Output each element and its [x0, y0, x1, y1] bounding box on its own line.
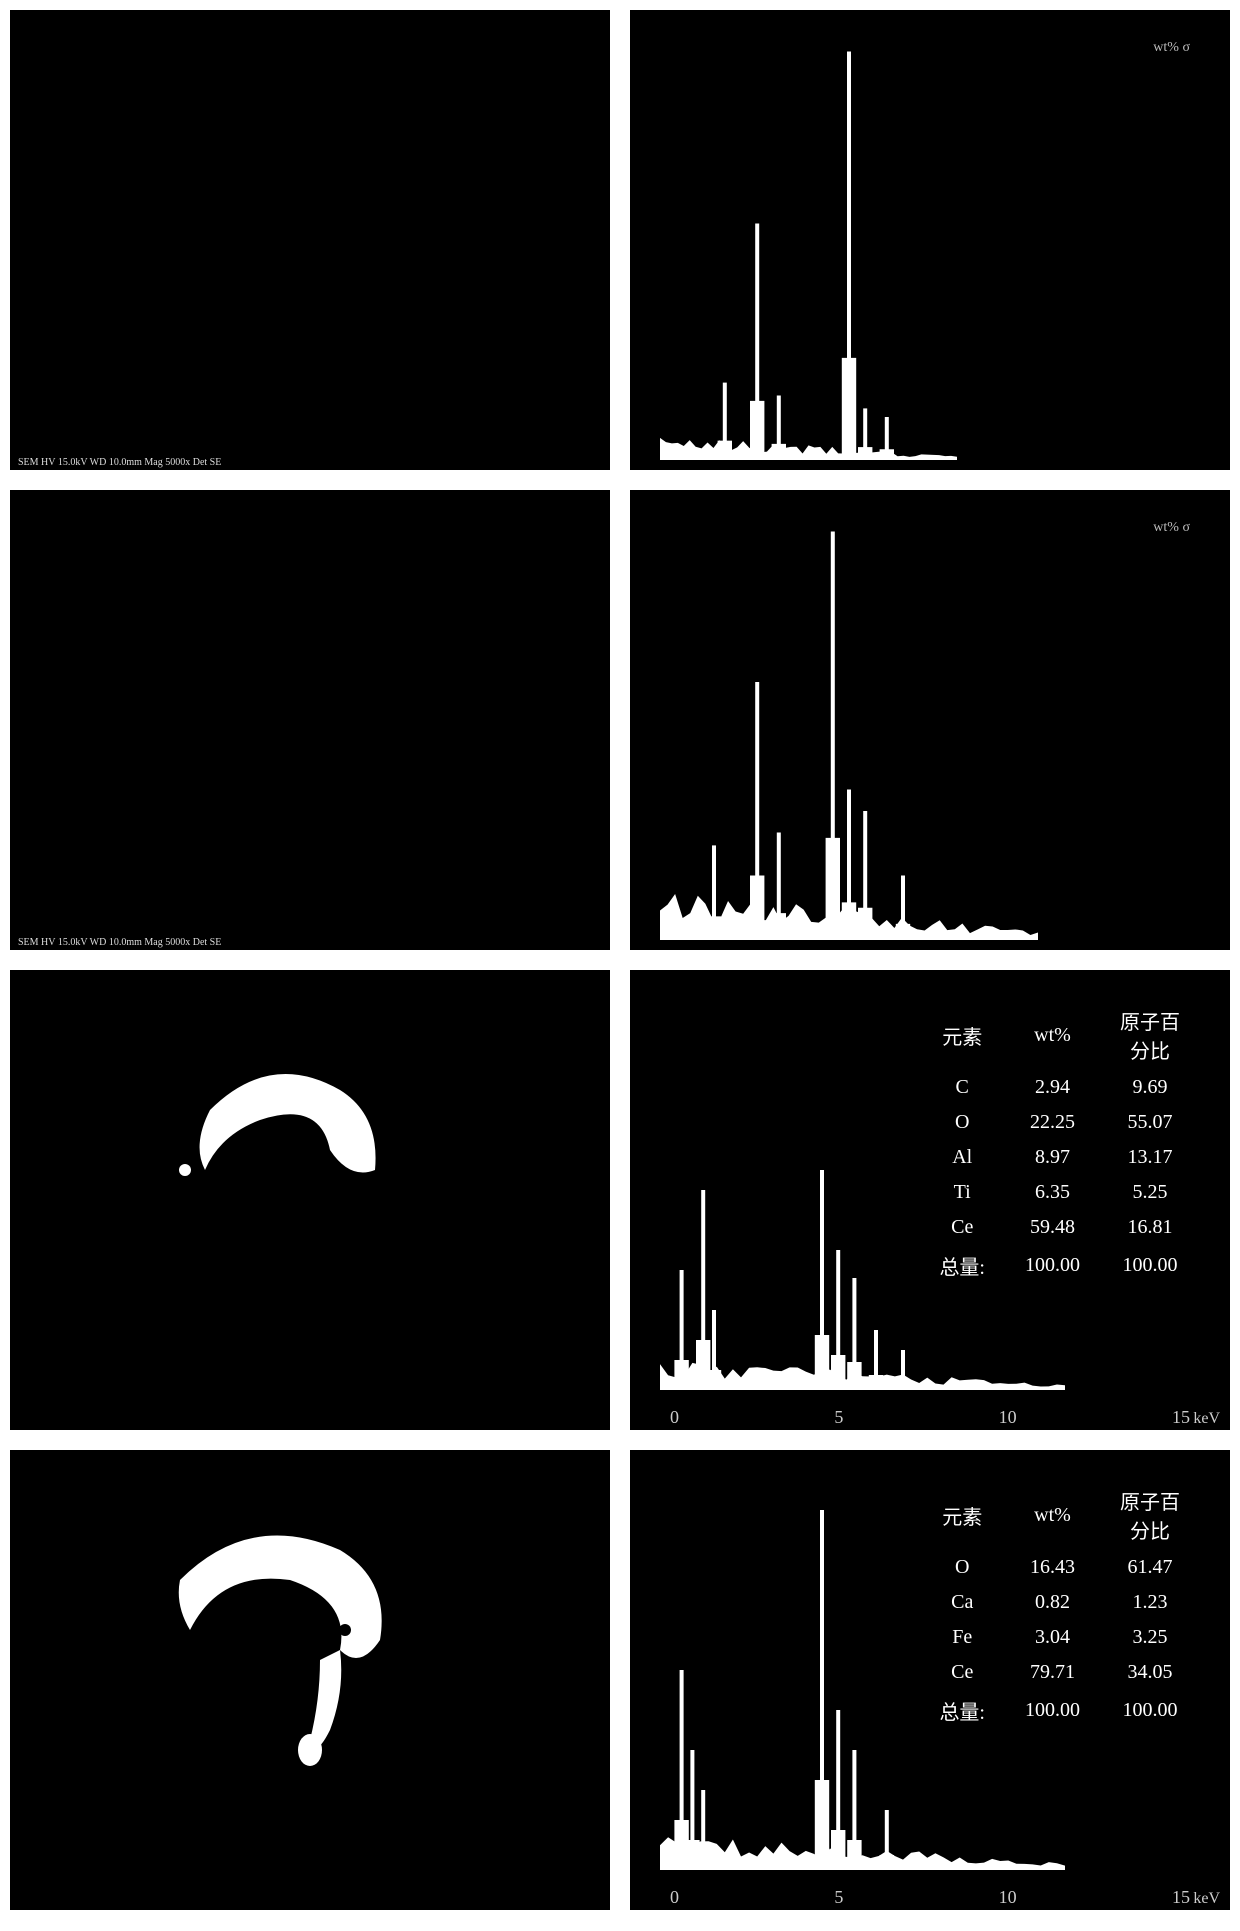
- eds-table-4: 元素wt%原子百 分比O16.4361.47Ca0.821.23Fe3.043.…: [919, 1480, 1200, 1731]
- eds-panel-2: wt% σ: [630, 490, 1230, 950]
- sem-feature-4: [10, 1450, 610, 1910]
- sem-footer-2: SEM HV 15.0kV WD 10.0mm Mag 5000x Det SE: [10, 914, 610, 950]
- x-tick: 5: [834, 1887, 843, 1908]
- table-row: C2.949.69: [919, 1070, 1200, 1105]
- eds-panel-1: wt% σ: [630, 10, 1230, 470]
- table-cell: 100.00: [1100, 1690, 1200, 1731]
- sem-footer-4: [10, 1874, 610, 1910]
- sem-panel-2: SEM HV 15.0kV WD 10.0mm Mag 5000x Det SE: [10, 490, 610, 950]
- sem-panel-4: [10, 1450, 610, 1910]
- table-header: wt%: [1005, 1480, 1100, 1550]
- table-header: 元素: [919, 1000, 1005, 1070]
- table-cell: 3.25: [1100, 1620, 1200, 1655]
- table-cell: 16.43: [1005, 1550, 1100, 1585]
- table-row: Al8.9713.17: [919, 1140, 1200, 1175]
- table-row: Fe3.043.25: [919, 1620, 1200, 1655]
- eds-spectrum-1: [630, 10, 1230, 470]
- sem-footer-text: SEM HV 15.0kV WD 10.0mm Mag 5000x Det SE: [18, 457, 221, 468]
- table-cell: 1.23: [1100, 1585, 1200, 1620]
- table-cell: 34.05: [1100, 1655, 1200, 1690]
- table-cell: 8.97: [1005, 1140, 1100, 1175]
- table-cell: Al: [919, 1140, 1005, 1175]
- table-row: Ce79.7134.05: [919, 1655, 1200, 1690]
- table-cell: 100.00: [1005, 1245, 1100, 1286]
- eds-table-3: 元素wt%原子百 分比C2.949.69O22.2555.07Al8.9713.…: [919, 1000, 1200, 1286]
- x-tick: 5: [834, 1407, 843, 1428]
- table-cell: Ti: [919, 1175, 1005, 1210]
- sem-footer-3: [10, 1394, 610, 1430]
- table-cell: 16.81: [1100, 1210, 1200, 1245]
- table-cell: 59.48: [1005, 1210, 1100, 1245]
- sem-footer-1: SEM HV 15.0kV WD 10.0mm Mag 5000x Det SE: [10, 434, 610, 470]
- table-cell: 0.82: [1005, 1585, 1100, 1620]
- table-header: wt%: [1005, 1000, 1100, 1070]
- table-cell: 100.00: [1005, 1690, 1100, 1731]
- table-header: 原子百 分比: [1100, 1480, 1200, 1550]
- table-header: 元素: [919, 1480, 1005, 1550]
- table-row: O22.2555.07: [919, 1105, 1200, 1140]
- sem-panel-3: [10, 970, 610, 1430]
- table-row: Ti6.355.25: [919, 1175, 1200, 1210]
- table-cell: 总量:: [919, 1690, 1005, 1731]
- eds-panel-3: 元素wt%原子百 分比C2.949.69O22.2555.07Al8.9713.…: [630, 970, 1230, 1430]
- table-cell: 61.47: [1100, 1550, 1200, 1585]
- sem-panel-1: SEM HV 15.0kV WD 10.0mm Mag 5000x Det SE: [10, 10, 610, 470]
- table-cell: O: [919, 1550, 1005, 1585]
- kev-label-4: keV: [1193, 1890, 1220, 1908]
- table-row: O16.4361.47: [919, 1550, 1200, 1585]
- table-cell: 100.00: [1100, 1245, 1200, 1286]
- table-cell: 79.71: [1005, 1655, 1100, 1690]
- table-cell: 9.69: [1100, 1070, 1200, 1105]
- table-cell: Ce: [919, 1655, 1005, 1690]
- x-tick: 15: [1172, 1887, 1190, 1908]
- x-tick: 0: [670, 1887, 679, 1908]
- x-axis-4: 0 5 10 15: [630, 1887, 1230, 1908]
- eds-panel-4: 元素wt%原子百 分比O16.4361.47Ca0.821.23Fe3.043.…: [630, 1450, 1230, 1910]
- table-cell: 5.25: [1100, 1175, 1200, 1210]
- wt-label-1: wt% σ: [1153, 40, 1190, 56]
- x-tick: 10: [999, 1887, 1017, 1908]
- sem-feature-3: [10, 970, 610, 1430]
- table-cell: 6.35: [1005, 1175, 1100, 1210]
- table-cell: Fe: [919, 1620, 1005, 1655]
- eds-spectrum-2: [630, 490, 1230, 950]
- sem-footer-text: SEM HV 15.0kV WD 10.0mm Mag 5000x Det SE: [18, 937, 221, 948]
- kev-label-3: keV: [1193, 1410, 1220, 1428]
- table-row: Ce59.4816.81: [919, 1210, 1200, 1245]
- table-cell: Ca: [919, 1585, 1005, 1620]
- x-tick: 15: [1172, 1407, 1190, 1428]
- table-cell: 3.04: [1005, 1620, 1100, 1655]
- x-tick: 0: [670, 1407, 679, 1428]
- table-cell: O: [919, 1105, 1005, 1140]
- x-tick: 10: [999, 1407, 1017, 1428]
- table-row: 总量:100.00100.00: [919, 1690, 1200, 1731]
- table-cell: 22.25: [1005, 1105, 1100, 1140]
- table-cell: Ce: [919, 1210, 1005, 1245]
- wt-label-2: wt% σ: [1153, 520, 1190, 536]
- table-header: 原子百 分比: [1100, 1000, 1200, 1070]
- table-cell: 13.17: [1100, 1140, 1200, 1175]
- table-row: 总量:100.00100.00: [919, 1245, 1200, 1286]
- table-cell: 55.07: [1100, 1105, 1200, 1140]
- table-row: Ca0.821.23: [919, 1585, 1200, 1620]
- table-cell: 2.94: [1005, 1070, 1100, 1105]
- table-cell: C: [919, 1070, 1005, 1105]
- table-cell: 总量:: [919, 1245, 1005, 1286]
- x-axis-3: 0 5 10 15: [630, 1407, 1230, 1428]
